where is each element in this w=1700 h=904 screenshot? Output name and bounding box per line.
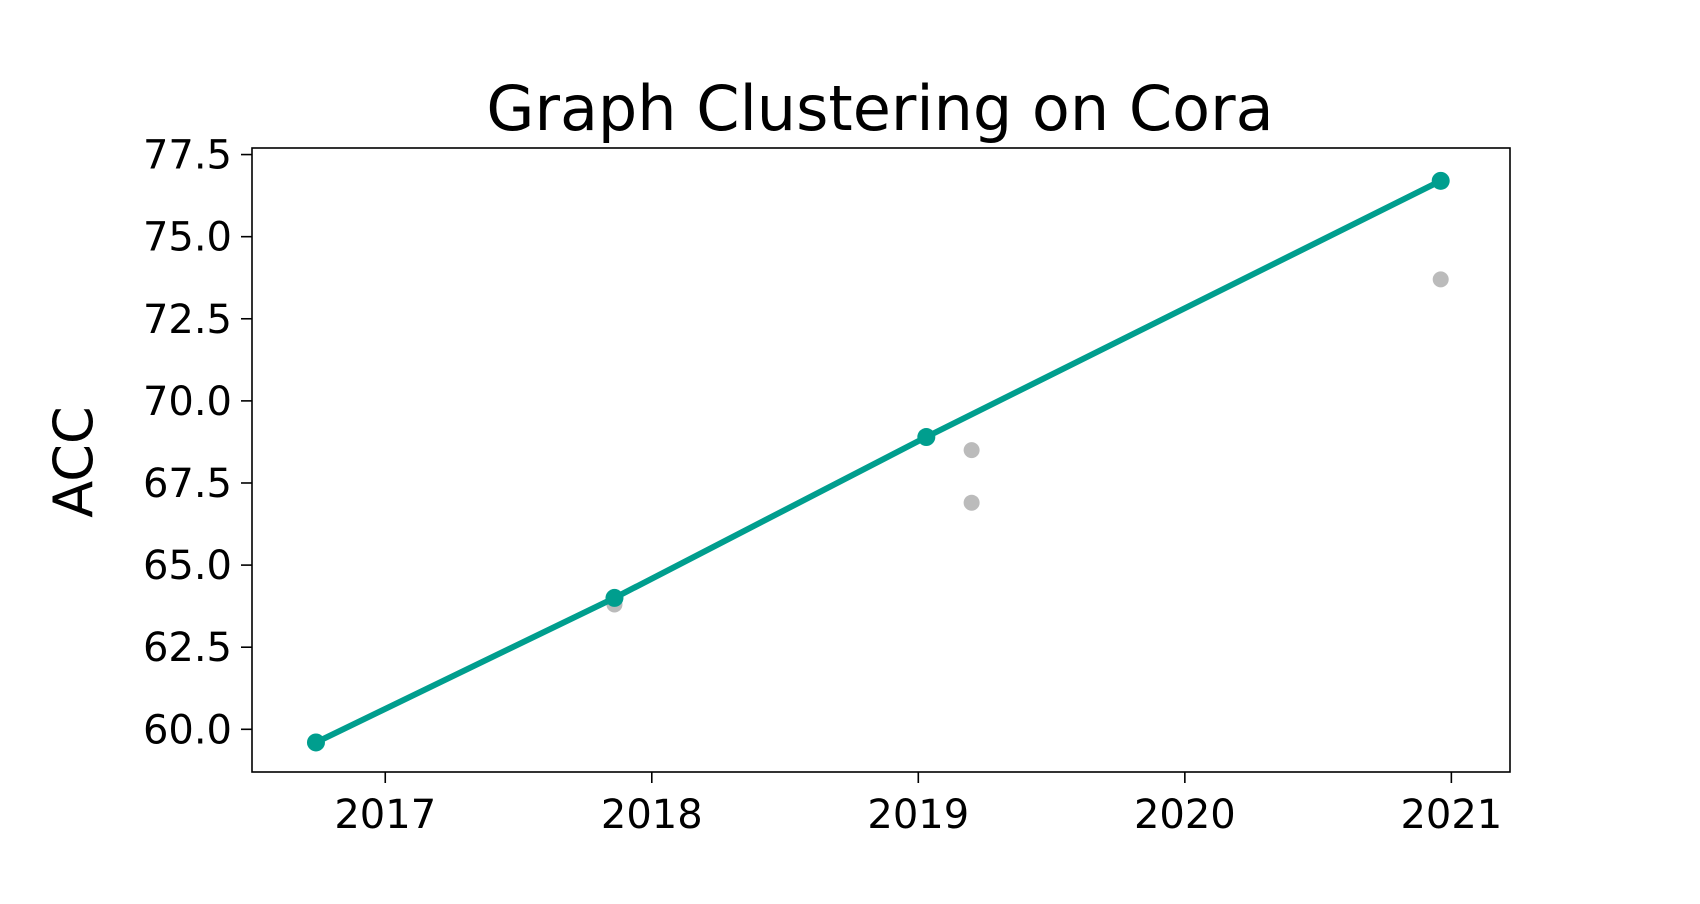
x-tick-label: 2018 (601, 792, 703, 838)
series-marker (605, 588, 624, 607)
x-tick-label: 2017 (334, 792, 436, 838)
y-tick-label: 65.0 (143, 543, 232, 589)
y-tick-label: 75.0 (143, 215, 232, 261)
series-marker (306, 733, 325, 752)
scatter-point (963, 442, 980, 459)
x-axis: 2017 2018 2019 2020 2021 (334, 772, 1502, 838)
y-tick-label: 72.5 (143, 297, 232, 343)
y-tick-label: 70.0 (143, 379, 232, 425)
series-line (313, 177, 1444, 746)
chart-title: Graph Clustering on Cora (486, 72, 1273, 145)
x-tick-label: 2019 (867, 792, 969, 838)
series-marker (917, 428, 936, 447)
y-axis: 60.0 62.5 65.0 67.5 70.0 72.5 75.0 77.5 (143, 133, 252, 753)
y-axis-label: ACC (42, 406, 105, 517)
y-tick-label: 67.5 (143, 461, 232, 507)
y-tick-label: 60.0 (143, 707, 232, 753)
series-layer (306, 171, 1450, 752)
plot-frame (251, 147, 1511, 773)
series-marker (1431, 171, 1450, 190)
y-tick-label: 62.5 (143, 625, 232, 671)
x-tick-label: 2020 (1134, 792, 1236, 838)
y-tick-label: 77.5 (143, 133, 232, 179)
scatter-point (963, 494, 980, 511)
scatter-point (1432, 271, 1449, 288)
x-tick-label: 2021 (1400, 792, 1502, 838)
